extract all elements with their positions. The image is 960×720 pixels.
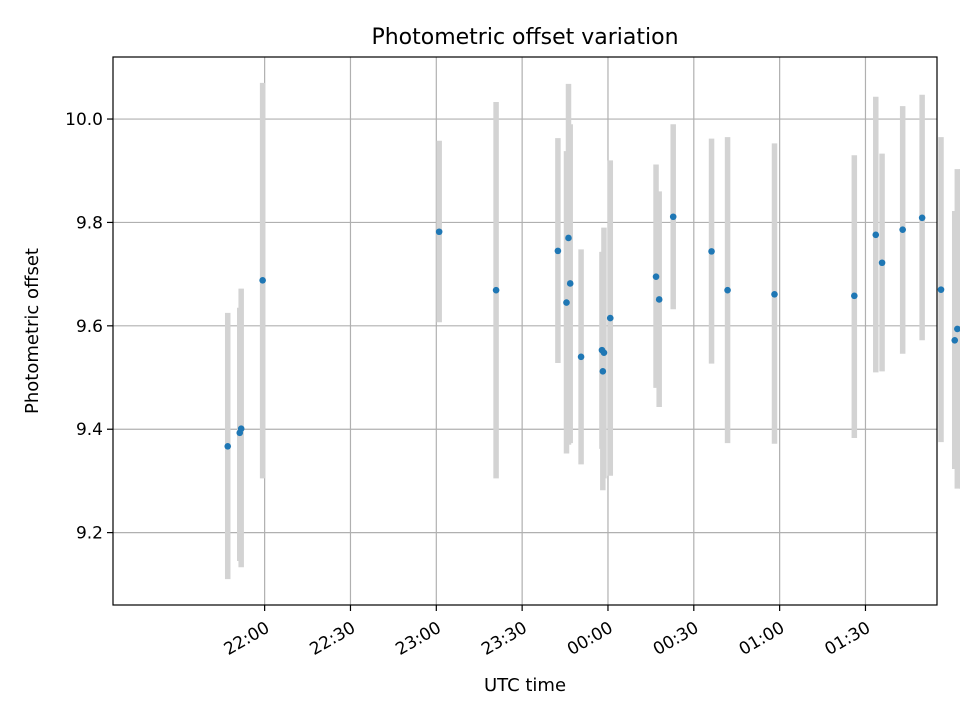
data-point xyxy=(237,425,245,433)
y-tick-label: 9.2 xyxy=(76,524,103,544)
data-point xyxy=(708,248,715,255)
x-tick-label: 22:00 xyxy=(221,618,273,660)
y-tick-label: 9.6 xyxy=(76,317,103,337)
data-point xyxy=(554,247,562,255)
y-tick-label: 10.0 xyxy=(65,110,103,130)
data-point xyxy=(599,368,607,375)
data-point xyxy=(669,213,677,221)
data-point xyxy=(951,337,959,344)
x-tick-label: 22:30 xyxy=(307,618,359,660)
data-point xyxy=(918,214,926,222)
data-point xyxy=(577,353,585,361)
plot-frame xyxy=(112,56,938,606)
data-point xyxy=(655,296,663,303)
data-point xyxy=(872,231,880,239)
data-points xyxy=(224,213,960,450)
x-tick-label: 00:30 xyxy=(650,618,702,660)
y-axis-label: Photometric offset xyxy=(22,248,43,414)
data-point xyxy=(652,273,660,281)
y-tick-label: 9.8 xyxy=(76,213,103,233)
data-point xyxy=(899,226,906,233)
y-axis-ticks: 9.2 9.4 9.6 9.8 10.0 xyxy=(65,110,113,544)
data-point xyxy=(851,292,858,300)
x-tick-label: 01:00 xyxy=(736,618,788,660)
data-point xyxy=(563,299,570,306)
data-point xyxy=(565,234,572,242)
y-tick-label: 9.4 xyxy=(76,420,103,440)
data-point xyxy=(606,314,614,322)
data-point xyxy=(492,286,500,294)
data-point xyxy=(937,286,945,293)
error-bars xyxy=(224,82,960,580)
data-point xyxy=(600,349,608,357)
x-tick-label: 00:00 xyxy=(564,618,616,660)
x-tick-label: 23:00 xyxy=(392,618,444,660)
x-axis-ticks: 22:00 22:30 23:00 23:30 00:00 00:30 01:00 01:30 xyxy=(221,605,874,660)
data-point xyxy=(224,442,232,450)
data-point xyxy=(771,290,778,298)
data-point xyxy=(259,277,266,284)
data-point xyxy=(435,228,443,236)
grid-lines xyxy=(113,57,937,605)
data-point xyxy=(878,259,886,267)
data-point xyxy=(724,286,731,294)
x-tick-label: 23:30 xyxy=(478,618,530,660)
chart-title: Photometric offset variation xyxy=(371,25,678,50)
x-axis-label: UTC time xyxy=(484,675,566,696)
data-point xyxy=(954,325,960,333)
x-tick-label: 01:30 xyxy=(822,618,874,660)
data-point xyxy=(566,280,574,287)
